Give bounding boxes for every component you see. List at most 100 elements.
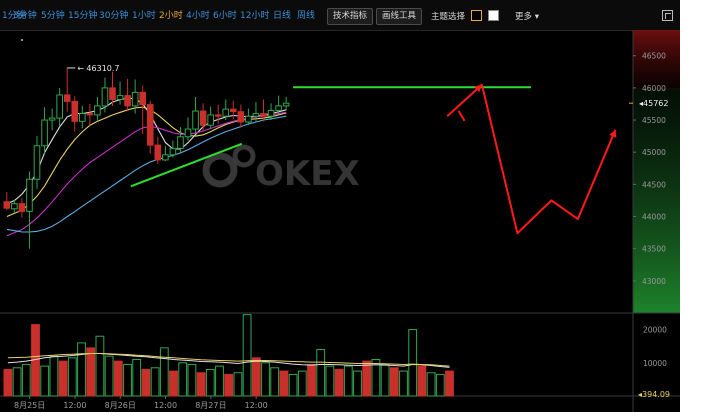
timeframe-3m[interactable]: 3分钟 xyxy=(13,11,37,21)
time-tick-label: 12:00 xyxy=(63,401,86,410)
volume-bar xyxy=(270,367,280,397)
candle xyxy=(184,117,192,141)
volume-bars xyxy=(3,314,454,397)
candle xyxy=(192,96,199,135)
candle xyxy=(260,99,267,122)
timeframe-daily[interactable]: 日线 xyxy=(273,11,292,21)
volume-bar xyxy=(3,368,13,397)
chart-window: 1分钟 3分钟 5分钟 15分钟 30分钟 1小时 2小时 4小时 6小时 12… xyxy=(0,0,680,412)
timeframe-1m[interactable]: 1分钟 xyxy=(2,11,26,21)
candle xyxy=(18,197,26,218)
projection-path xyxy=(446,83,617,235)
volume-bar xyxy=(215,365,224,397)
moving-average-line xyxy=(6,97,287,205)
price-tick-label: 43500 xyxy=(642,245,666,254)
price-gradient-up xyxy=(633,88,680,313)
timeframe-4h[interactable]: 4小时 xyxy=(186,11,210,21)
volume-tick-label: 20000 xyxy=(643,326,667,335)
volume-axis: 10000 20000 ◂394.09 xyxy=(638,326,670,399)
timeframe-1h[interactable]: 1小时 xyxy=(132,11,156,21)
time-tick-label: 8月27日 xyxy=(195,401,226,410)
cursor-dot xyxy=(21,39,23,41)
candle xyxy=(146,100,154,154)
volume-bar xyxy=(297,370,307,397)
volume-bar xyxy=(196,372,206,397)
drawing-tools-button[interactable]: 画线工具 xyxy=(376,8,423,25)
volume-bar xyxy=(261,362,270,397)
candle xyxy=(56,87,63,127)
volume-bar xyxy=(445,370,454,397)
volume-bar xyxy=(435,373,445,397)
volume-bar xyxy=(58,360,68,397)
candle xyxy=(101,77,109,113)
volume-bar xyxy=(353,370,362,397)
candle xyxy=(131,79,139,114)
time-tick-label: 8月26日 xyxy=(105,401,136,410)
candle xyxy=(11,199,18,213)
volume-bar xyxy=(205,368,215,397)
watermark-text: OKEX xyxy=(255,154,360,194)
time-tick-label: 12:00 xyxy=(154,401,177,410)
timeframe-2h[interactable]: 2小时 xyxy=(159,11,183,21)
volume-bar xyxy=(123,363,132,397)
candle xyxy=(94,96,101,122)
candles: ← 46310.7 xyxy=(3,64,290,249)
timeframe-15m[interactable]: 15分钟 xyxy=(68,11,98,21)
candle xyxy=(245,108,252,126)
theme-label: 主题选择 xyxy=(431,12,466,22)
timeframe-30m[interactable]: 30分钟 xyxy=(99,11,129,21)
volume-bar xyxy=(95,335,105,397)
theme-light-swatch[interactable] xyxy=(488,10,499,21)
timeframe-6h[interactable]: 6小时 xyxy=(213,11,237,21)
time-tick-label: 12:00 xyxy=(245,401,268,410)
volume-bar xyxy=(21,363,31,397)
price-tick-label: 46000 xyxy=(642,84,666,93)
volume-bar xyxy=(334,368,344,397)
volume-bar xyxy=(417,365,427,397)
candle xyxy=(169,140,177,158)
watermark-logo-icon xyxy=(202,152,238,188)
volume-bar xyxy=(371,358,381,397)
high-price-label: ← 46310.7 xyxy=(77,64,119,73)
timeframe-5m[interactable]: 5分钟 xyxy=(41,11,65,21)
volume-bar xyxy=(325,365,335,397)
time-axis: 8月25日 12:00 8月26日 12:00 8月27日 12:00 xyxy=(14,396,268,410)
price-tick-label: 45000 xyxy=(642,148,666,157)
volume-bar xyxy=(12,367,22,397)
volume-bar xyxy=(86,347,96,397)
price-tick-label: 44000 xyxy=(642,213,666,222)
indicators-button[interactable]: 技术指标 xyxy=(327,8,374,25)
theme-dark-swatch[interactable] xyxy=(471,10,482,21)
moving-average-line xyxy=(6,115,287,233)
toolbar: 1分钟 3分钟 5分钟 15分钟 30分钟 1小时 2小时 4小时 6小时 12… xyxy=(0,0,680,31)
candle xyxy=(207,106,214,130)
volume-bar xyxy=(279,370,289,397)
volume-bar xyxy=(251,357,261,397)
price-gradient-down xyxy=(633,30,680,90)
candle xyxy=(139,85,146,135)
timeframe-weekly[interactable]: 周线 xyxy=(297,11,316,21)
volume-bar xyxy=(242,314,252,397)
candle xyxy=(41,107,48,155)
volume-ma-lines xyxy=(7,353,450,368)
fullscreen-icon[interactable] xyxy=(662,10,673,21)
candle xyxy=(199,103,207,132)
candle xyxy=(252,102,260,122)
fork-mark xyxy=(457,110,466,122)
candle xyxy=(109,71,116,106)
moving-average-line xyxy=(6,106,287,218)
trend-line xyxy=(130,142,243,188)
volume-bar xyxy=(150,367,160,397)
volume-bar xyxy=(380,363,390,397)
candle xyxy=(267,103,275,121)
watermark-logo-icon xyxy=(232,144,256,168)
timeframe-12h[interactable]: 12小时 xyxy=(240,11,270,21)
candle xyxy=(282,96,290,110)
volume-bar xyxy=(224,373,234,397)
volume-bar xyxy=(399,370,408,397)
volume-bar xyxy=(288,373,298,397)
more-menu[interactable]: 更多 ▾ xyxy=(515,12,539,22)
arrow-head-icon xyxy=(609,129,617,138)
time-tick-label: 8月25日 xyxy=(14,401,45,410)
volume-bar xyxy=(408,329,418,397)
